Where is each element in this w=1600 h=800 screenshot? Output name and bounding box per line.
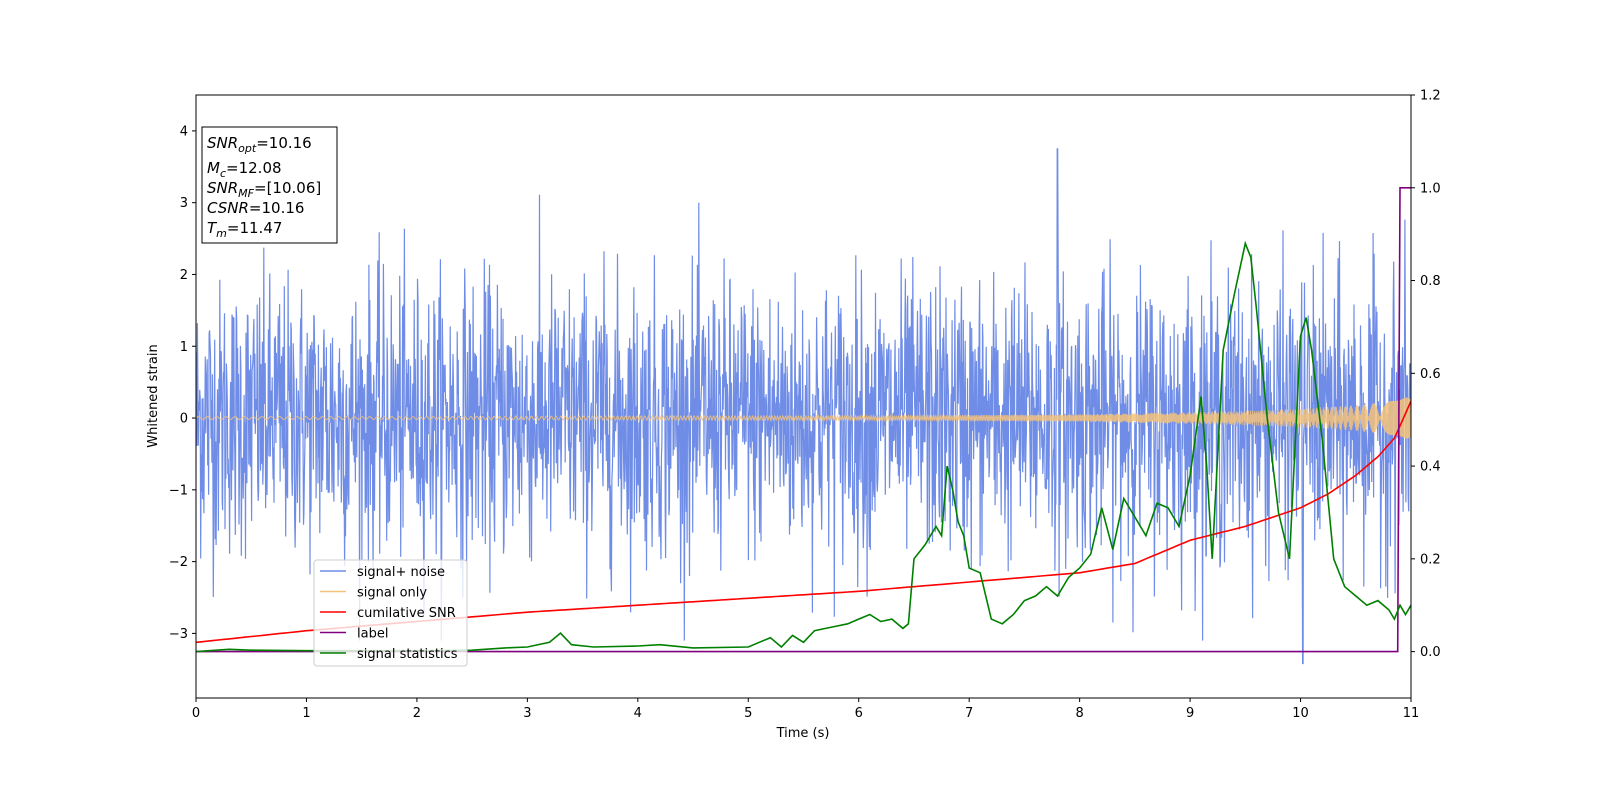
y-right-tick-label: 0.0	[1420, 645, 1441, 660]
x-tick-label: 10	[1292, 706, 1309, 721]
series-signal-only	[196, 397, 1411, 439]
y-right-tick-label: 1.2	[1420, 89, 1441, 104]
y-left-tick-label: −1	[169, 483, 188, 498]
y-right-tick-label: 0.8	[1420, 274, 1441, 289]
legend-label-signal-only: signal only	[357, 586, 427, 601]
info-snr-mf: SNRMF=[10.06]	[207, 179, 321, 200]
info-mc: Mc=12.08	[207, 159, 282, 180]
y-left-tick-label: −3	[169, 627, 188, 642]
x-tick-label: 2	[413, 706, 421, 721]
y-left-tick-label: 3	[180, 196, 188, 211]
y-left-tick-label: 0	[180, 412, 188, 427]
info-tm: Tm=11.47	[207, 219, 282, 240]
x-tick-label: 4	[634, 706, 642, 721]
x-tick-label: 3	[523, 706, 531, 721]
y-axis-right: 0.0 0.2 0.4 0.6 0.8 1.0 1.2	[1411, 89, 1441, 660]
y-left-tick-label: −2	[169, 555, 188, 570]
legend: signal+ noise signal only cumilative SNR…	[313, 559, 468, 667]
x-tick-label: 6	[855, 706, 863, 721]
y-right-tick-label: 1.0	[1420, 181, 1441, 196]
y-left-tick-label: 1	[180, 340, 188, 355]
y-right-tick-label: 0.4	[1420, 460, 1441, 475]
info-csnr: CSNR=10.16	[207, 199, 304, 217]
x-tick-label: 11	[1403, 706, 1420, 721]
x-tick-label: 8	[1075, 706, 1083, 721]
x-tick-label: 9	[1186, 706, 1194, 721]
series-signal-statistics	[196, 240, 1411, 653]
x-tick-label: 7	[965, 706, 973, 721]
y-axis-label: Whitened strain	[146, 344, 161, 447]
legend-label-signal-noise: signal+ noise	[357, 565, 445, 580]
x-tick-label: 5	[744, 706, 752, 721]
axes-frame	[195, 94, 1412, 699]
info-box-frame	[201, 126, 338, 244]
series-label	[196, 187, 1411, 653]
legend-frame	[313, 559, 468, 667]
x-tick-label: 0	[192, 706, 200, 721]
y-axis-left: −3 −2 −1 0 1 2 3 4	[169, 124, 196, 642]
x-axis: 0 1 2 3 4 5 6 7 8 9 10 11	[192, 698, 1419, 721]
info-snr-opt: SNRopt=10.16	[207, 134, 312, 155]
y-left-tick-label: 4	[180, 124, 188, 139]
y-right-tick-label: 0.2	[1420, 552, 1441, 567]
x-tick-label: 1	[302, 706, 310, 721]
x-axis-label: Time (s)	[776, 726, 830, 741]
legend-label-cumilative-snr: cumilative SNR	[357, 606, 456, 621]
y-right-tick-label: 0.6	[1420, 367, 1441, 382]
series-signal-noise	[196, 148, 1411, 665]
y-left-tick-label: 2	[180, 268, 188, 283]
legend-label-label: label	[357, 627, 388, 642]
info-box: SNRopt=10.16 Mc=12.08 SNRMF=[10.06] CSNR…	[201, 126, 338, 244]
legend-label-signal-statistics: signal statistics	[357, 647, 458, 662]
